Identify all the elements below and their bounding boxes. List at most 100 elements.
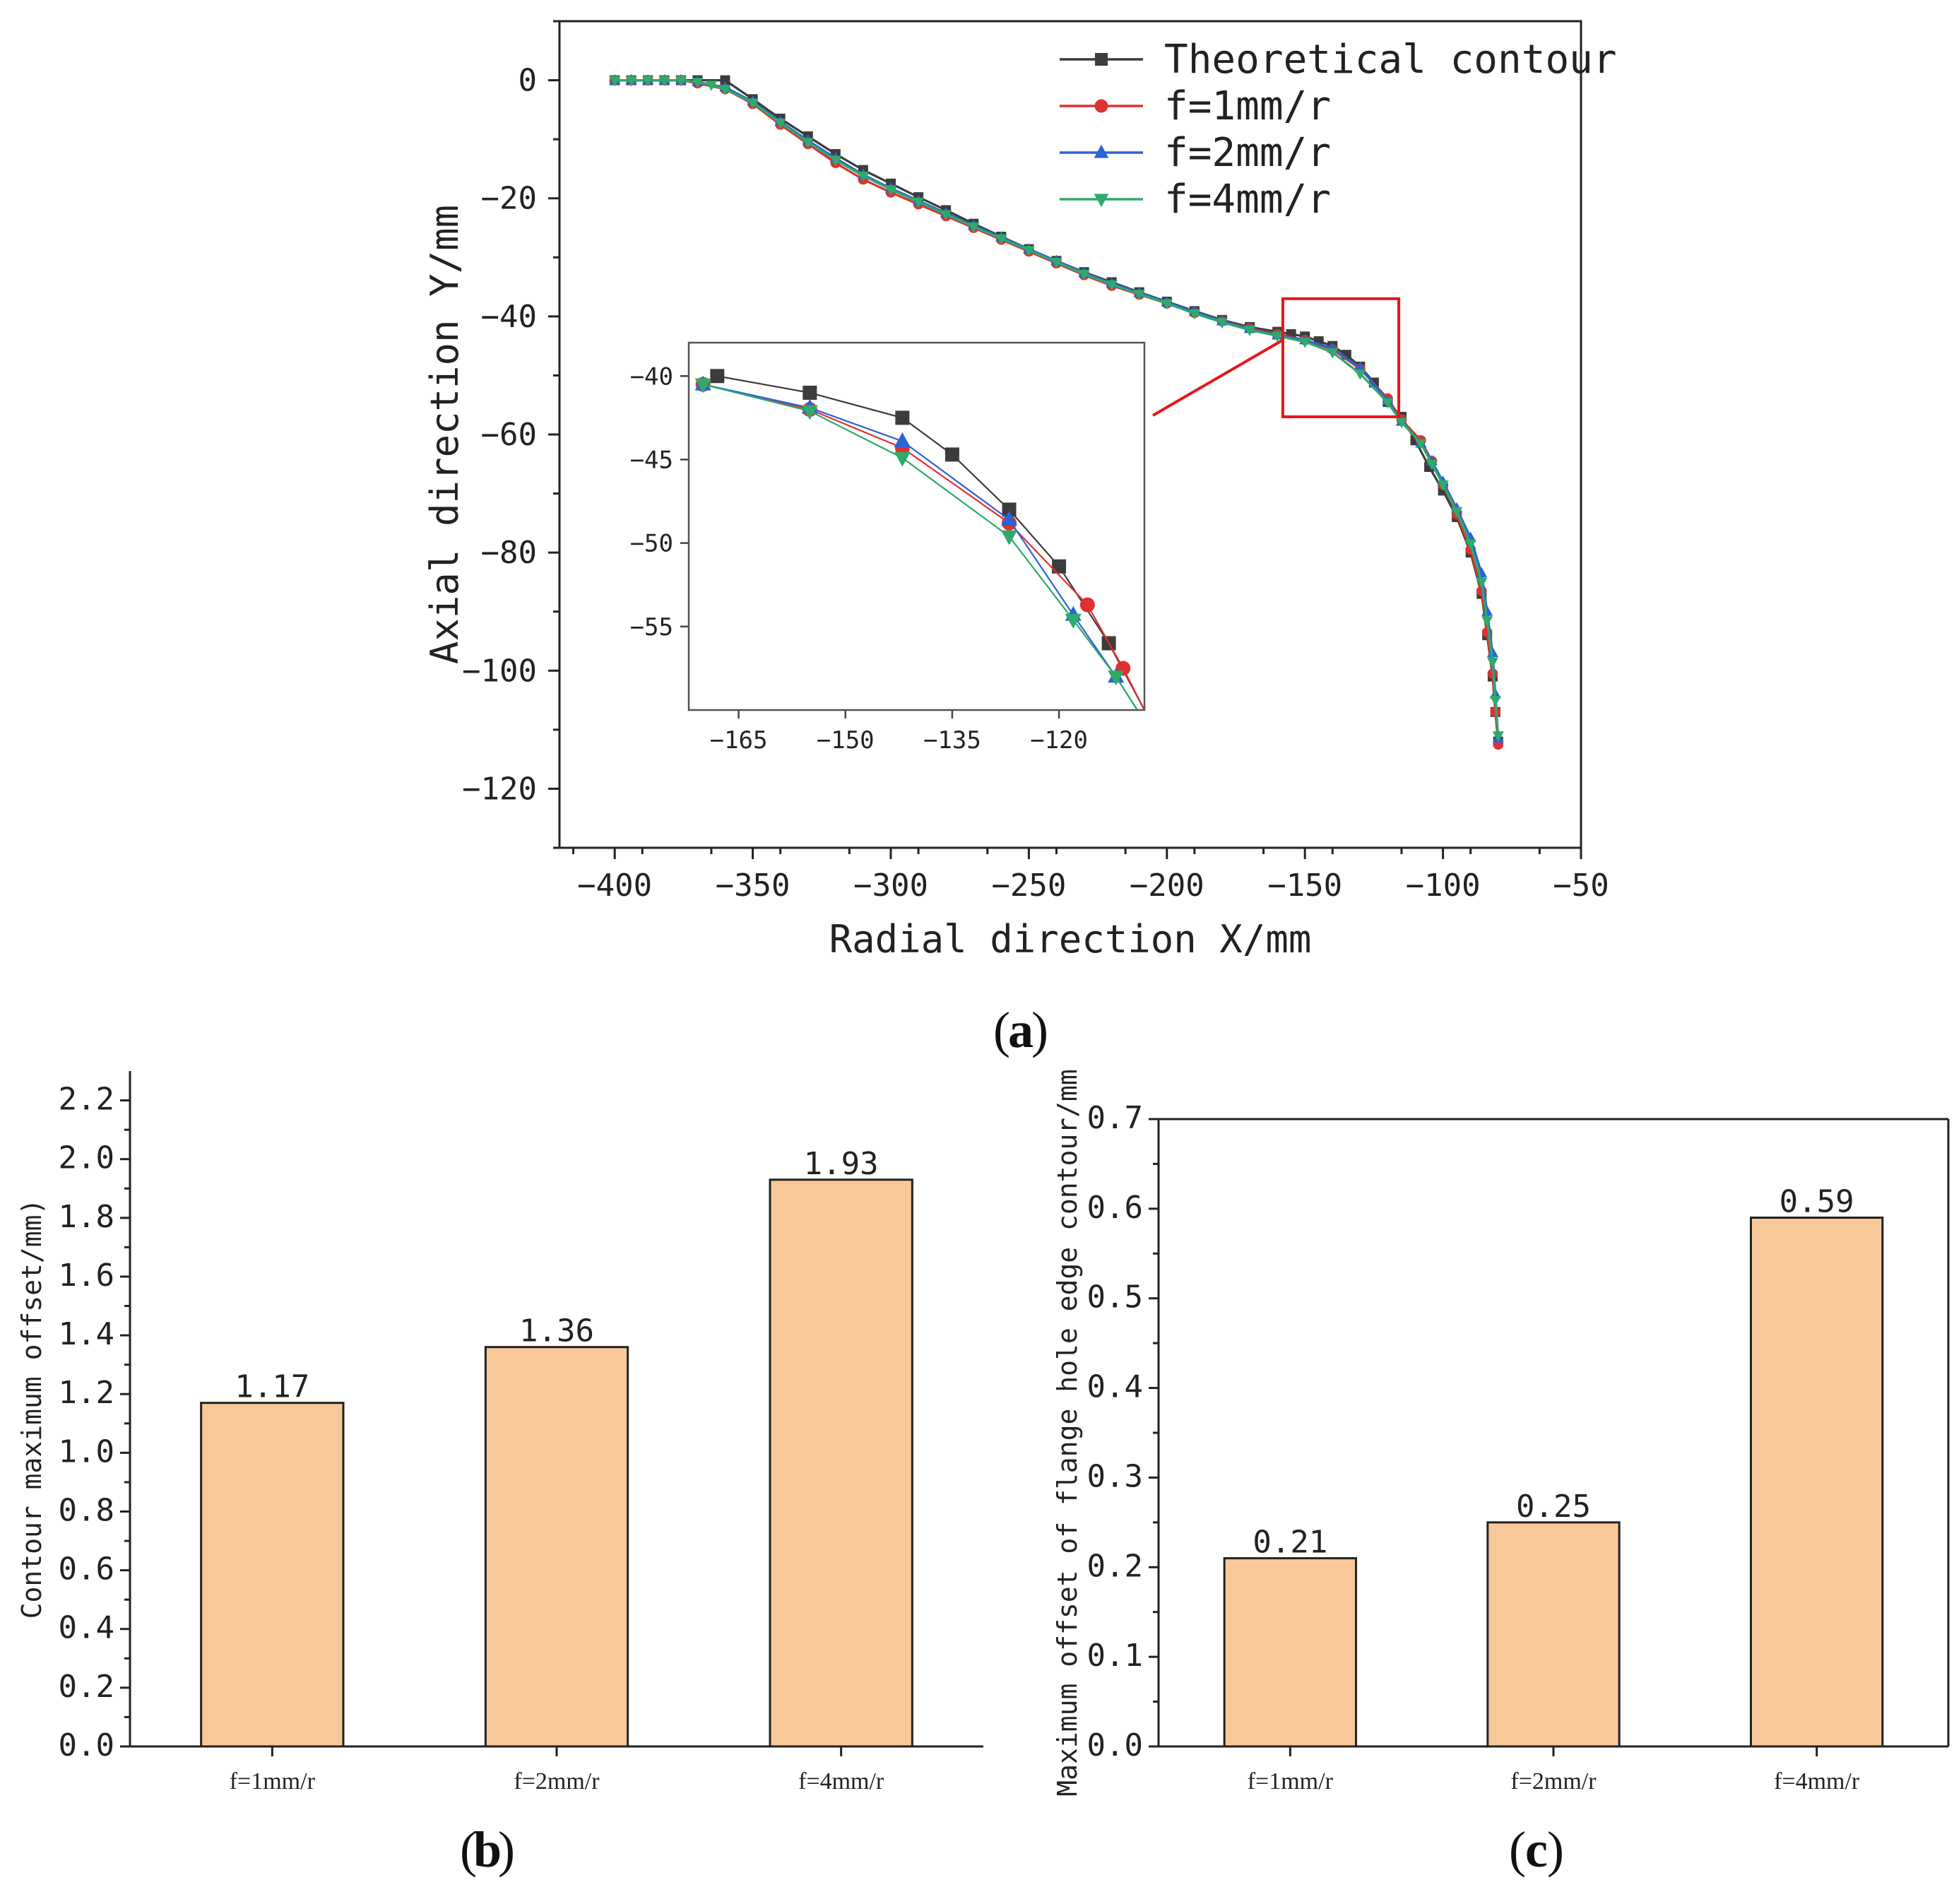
- data-point: [1216, 318, 1228, 329]
- bar-value-label: 0.59: [1780, 1184, 1854, 1220]
- data-point: [1437, 480, 1449, 491]
- bar-value-label: 1.93: [804, 1146, 879, 1182]
- inset-data-point: [1079, 597, 1095, 613]
- bar-value-label: 1.17: [235, 1369, 309, 1405]
- bar-value-label: 1.36: [519, 1313, 594, 1349]
- data-point: [1023, 246, 1035, 257]
- data-point: [1382, 398, 1394, 409]
- inset-series-line: [717, 375, 1144, 710]
- panel-label-a-close: ): [1031, 1002, 1048, 1058]
- y-tick-label: −60: [481, 417, 537, 453]
- data-point: [675, 76, 687, 87]
- chart-c: 0.0 0.1 0.2 0.3 0.4 0.5 0.6 0.7 0.21 f=1mm/r 0.25 f…: [1052, 1069, 1950, 1878]
- y-tick-label: 1.0: [59, 1433, 114, 1470]
- x-tick-label: −350: [716, 868, 791, 904]
- bar: [1750, 1217, 1884, 1748]
- inset-data-point: [894, 432, 911, 447]
- data-point: [705, 81, 717, 92]
- legend-marker: [1095, 53, 1108, 66]
- series-f=4mm/r: [609, 76, 1504, 742]
- data-point: [829, 155, 841, 167]
- inset-background: [689, 343, 1144, 710]
- data-point: [658, 76, 670, 87]
- data-point: [1106, 280, 1118, 291]
- panel-label-b-close: ): [498, 1821, 515, 1878]
- data-point: [625, 76, 637, 87]
- y-tick-label: 1.8: [59, 1199, 114, 1235]
- y-tick-label: −120: [462, 771, 537, 807]
- y-tick-label: 1.6: [59, 1258, 114, 1294]
- chart-a: −400 −350 −300 −250 −200 −150 −100 −50 0 −20 −40 −6…: [422, 20, 1617, 1058]
- inset-data-point: [801, 405, 818, 420]
- y-tick-label: 0: [519, 63, 538, 99]
- bar: [769, 1178, 913, 1748]
- inset-series-Theoretical contour: [710, 369, 1144, 710]
- y-tick-label: −20: [481, 181, 537, 217]
- data-point: [1489, 696, 1501, 706]
- y-tick-label: 0.6: [59, 1551, 114, 1587]
- data-point: [857, 172, 869, 182]
- data-point: [1327, 348, 1339, 359]
- inset-x-tick-label: −135: [923, 726, 981, 755]
- x-axis-title: Radial direction X/mm: [829, 917, 1312, 962]
- y-tick-label: 0.7: [1087, 1100, 1143, 1136]
- inset-data-point: [1001, 530, 1018, 545]
- legend-label: f=4mm/r: [1164, 177, 1331, 223]
- inset-data-point: [1052, 559, 1067, 574]
- data-point: [1486, 657, 1498, 668]
- y-axis-title: Contour maximum offset/mm): [16, 1199, 47, 1619]
- y-tick-label: 1.2: [59, 1375, 114, 1411]
- x-tick-label: f=1mm/r: [1248, 1768, 1334, 1794]
- data-point: [1272, 331, 1284, 343]
- inset-data-point: [894, 451, 911, 467]
- data-point: [1188, 309, 1200, 320]
- panel-label-a-letter: a: [1008, 1002, 1034, 1058]
- data-point: [642, 76, 654, 87]
- data-point: [1243, 326, 1256, 336]
- y-tick-label: 0.8: [59, 1492, 114, 1528]
- inset-y-tick-label: −55: [630, 613, 673, 641]
- data-point: [1354, 369, 1366, 380]
- zoom-connector: [1151, 338, 1284, 417]
- x-tick-label: f=4mm/r: [798, 1768, 884, 1794]
- y-tick-label: 0.1: [1087, 1638, 1143, 1674]
- y-tick-label: 1.4: [59, 1316, 114, 1352]
- x-tick-label: −300: [853, 868, 928, 904]
- legend-marker: [1094, 144, 1109, 158]
- panel-label-c-letter: c: [1525, 1821, 1548, 1878]
- data-point: [1299, 337, 1311, 348]
- inset-x-tick-label: −165: [710, 726, 768, 755]
- data-point: [1161, 299, 1173, 310]
- y-tick-label: −100: [462, 653, 537, 689]
- inset-data-point: [1002, 502, 1017, 517]
- data-point: [913, 197, 925, 208]
- panel-label-a: (: [993, 1002, 1010, 1058]
- legend-label: f=1mm/r: [1164, 83, 1331, 129]
- x-tick-label: −100: [1406, 868, 1481, 904]
- panel-label-c-close: ): [1547, 1821, 1564, 1878]
- data-point: [1492, 731, 1504, 742]
- inset-y-tick-label: −50: [630, 530, 673, 558]
- inset-y-tick-label: −45: [630, 446, 673, 474]
- x-tick-label: −200: [1130, 868, 1204, 904]
- data-point: [1415, 439, 1427, 450]
- x-tick-label: f=4mm/r: [1774, 1768, 1860, 1794]
- data-point: [940, 210, 952, 221]
- inset-plot: [694, 369, 1144, 710]
- inset-x-tick-label: −150: [817, 726, 875, 755]
- inset-data-point: [895, 410, 910, 425]
- data-point: [1133, 290, 1145, 300]
- data-point: [1451, 507, 1463, 518]
- panel-label-c: (: [1509, 1821, 1526, 1878]
- zoom-box: [1281, 297, 1401, 418]
- inset-frame: [687, 341, 1146, 711]
- y-tick-label: 2.0: [59, 1140, 114, 1176]
- legend-marker: [1094, 99, 1108, 113]
- data-point: [995, 234, 1007, 245]
- panel-label-b: (: [460, 1821, 477, 1878]
- y-tick-label: 0.4: [59, 1610, 114, 1646]
- data-point: [1464, 539, 1476, 550]
- data-point: [1481, 605, 1493, 616]
- panel-label-b-letter: b: [473, 1821, 502, 1878]
